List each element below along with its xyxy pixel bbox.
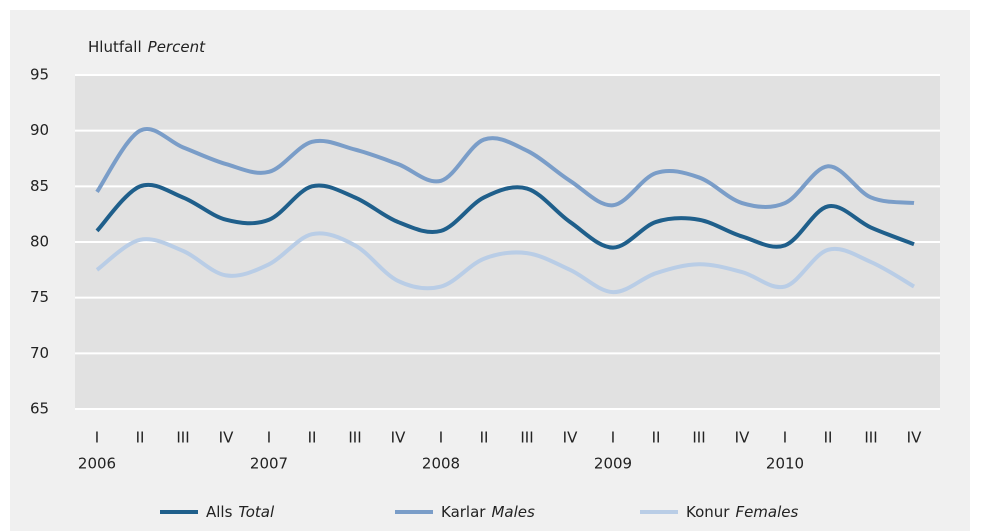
x-year-label: 2009	[594, 455, 632, 473]
x-tick-label: IV	[563, 429, 578, 447]
y-tick-label: 85	[30, 177, 49, 195]
legend-label: Alls Total	[206, 503, 275, 521]
y-tick-label: 75	[30, 288, 49, 306]
y-tick-label: 90	[30, 121, 49, 139]
x-tick-label: I	[611, 429, 615, 447]
line-series	[95, 127, 915, 209]
legend-name-en: Total	[238, 503, 275, 521]
x-year-label: 2010	[766, 455, 804, 473]
y-label-is: Hlutfall	[88, 38, 142, 56]
y-tick-label: 70	[30, 344, 49, 362]
x-tick-label: III	[864, 429, 877, 447]
x-tick-label: IV	[219, 429, 234, 447]
x-tick-label: II	[480, 429, 489, 447]
x-tick-label: I	[95, 429, 99, 447]
x-tick-label: III	[348, 429, 361, 447]
x-tick-label: II	[824, 429, 833, 447]
x-tick-label: II	[308, 429, 317, 447]
y-tick-label: 80	[30, 233, 49, 251]
x-tick-label: I	[439, 429, 443, 447]
x-tick-label: IV	[391, 429, 406, 447]
legend-name: Konur	[686, 503, 730, 521]
x-tick-label: IV	[735, 429, 750, 447]
x-tick-label: III	[176, 429, 189, 447]
y-tick-label: 95	[30, 66, 49, 84]
line-series	[95, 231, 916, 295]
x-year-label: 2006	[78, 455, 116, 473]
legend-name-en: Females	[735, 503, 798, 521]
legend-label: Karlar Males	[441, 503, 535, 521]
x-year-label: 2008	[422, 455, 460, 473]
legend-name: Karlar	[441, 503, 486, 521]
x-year-label: 2007	[250, 455, 288, 473]
x-tick-label: II	[652, 429, 661, 447]
x-tick-label: III	[692, 429, 705, 447]
line-series	[95, 182, 915, 250]
x-tick-label: I	[267, 429, 271, 447]
x-tick-label: IV	[907, 429, 922, 447]
x-tick-label: III	[520, 429, 533, 447]
legend-name: Alls	[206, 503, 233, 521]
legend-name-en: Males	[491, 503, 535, 521]
x-tick-label: II	[136, 429, 145, 447]
y-axis-label: Hlutfall Percent	[88, 38, 206, 56]
x-tick-label: I	[783, 429, 787, 447]
y-label-en: Percent	[148, 38, 206, 56]
legend-label: Konur Females	[686, 503, 799, 521]
y-tick-label: 65	[30, 400, 49, 418]
